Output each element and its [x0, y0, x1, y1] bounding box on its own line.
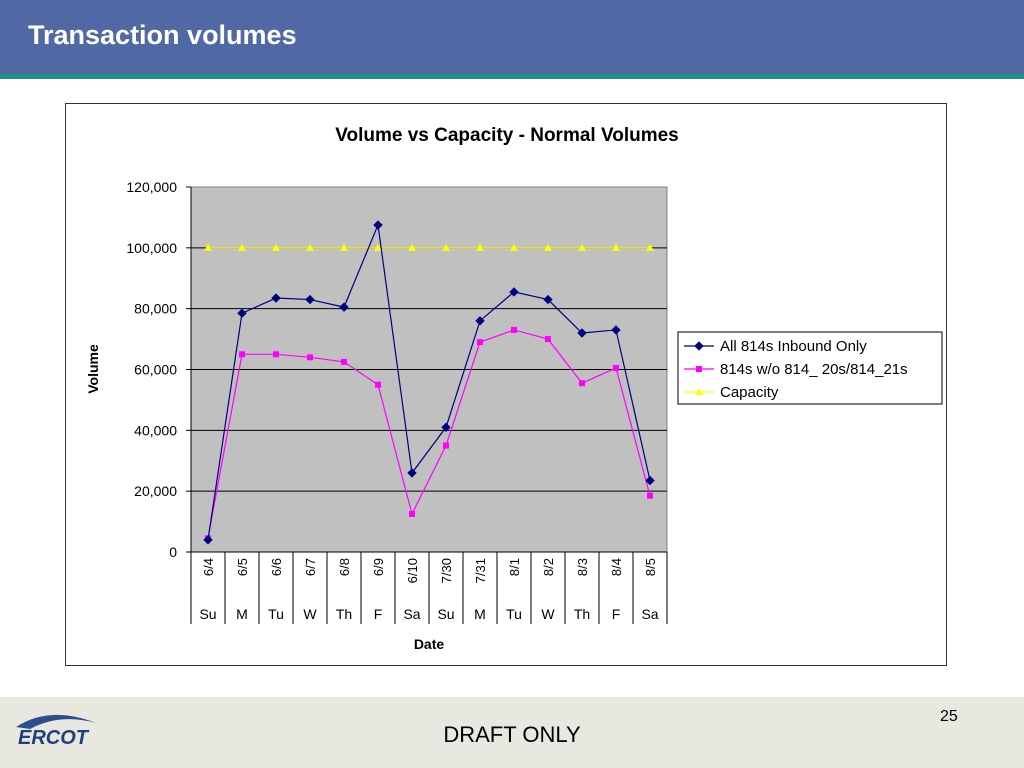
data-point: [646, 243, 654, 251]
x-day-label: Tu: [268, 606, 284, 622]
y-axis-title: Volume: [85, 344, 101, 394]
series-line: [207, 222, 651, 540]
legend-marker: [696, 366, 702, 372]
data-point: [647, 492, 653, 499]
y-tick-label: 60,000: [134, 362, 177, 378]
data-point: [476, 243, 484, 251]
x-tick-label: 6/7: [303, 558, 318, 576]
data-point: [237, 308, 247, 318]
y-tick-label: 0: [169, 544, 177, 560]
legend: [677, 331, 943, 405]
x-day-label: F: [612, 606, 621, 622]
x-day-label: Su: [437, 606, 454, 622]
x-tick-label: 8/4: [609, 558, 624, 576]
x-day-label: F: [374, 606, 383, 622]
data-point: [204, 243, 212, 251]
x-axis-title: Date: [414, 636, 445, 652]
x-tick-label: 8/2: [541, 558, 556, 576]
data-point: [375, 381, 381, 388]
data-point: [339, 302, 349, 312]
x-tick-label: 6/4: [201, 558, 216, 576]
data-point: [408, 243, 416, 251]
page-number: 25: [940, 708, 958, 725]
x-day-label: Tu: [506, 606, 522, 622]
data-point: [612, 243, 620, 251]
data-point: [373, 220, 383, 230]
x-day-label: Th: [574, 606, 590, 622]
chart-frame: Volume vs Capacity - Normal Volumes 0 20,0…: [65, 103, 947, 666]
data-point: [374, 243, 382, 251]
x-day-label: Th: [336, 606, 352, 622]
data-point: [238, 243, 246, 251]
data-point: [475, 316, 485, 326]
data-point: [239, 351, 245, 358]
series-line: [207, 329, 651, 539]
x-tick-label: 8/1: [507, 558, 522, 576]
legend-label: 814s w/o 814_ 20s/814_21s: [720, 361, 908, 378]
x-tick-label: 6/6: [269, 558, 284, 576]
x-day-label: Sa: [641, 606, 658, 622]
logo-swoosh-icon: [16, 714, 96, 729]
x-day-label: Sa: [403, 606, 420, 622]
data-point: [203, 535, 213, 545]
y-tick-label: 80,000: [134, 301, 177, 317]
data-point: [409, 510, 415, 517]
x-tick-label: 8/5: [643, 558, 658, 576]
ercot-logo: ERCOT: [10, 707, 110, 762]
title-bar-rule: [0, 74, 1024, 79]
data-point: [545, 336, 551, 343]
data-point: [510, 243, 518, 251]
data-point: [543, 294, 553, 305]
data-point: [613, 364, 619, 371]
x-tick-label: 7/30: [439, 558, 454, 583]
data-point: [441, 422, 451, 432]
x-day-label: M: [474, 606, 486, 622]
data-point: [307, 354, 313, 361]
x-tick-label: 6/5: [235, 558, 250, 576]
data-point: [341, 358, 347, 365]
logo-text: ERCOT: [18, 727, 90, 749]
data-point: [477, 339, 483, 346]
x-tick-label: 6/10: [405, 558, 420, 583]
data-point: [645, 475, 655, 486]
data-point: [578, 243, 586, 251]
legend-marker: [695, 388, 703, 395]
legend-marker: [694, 341, 704, 351]
draft-label: DRAFT ONLY: [443, 722, 581, 747]
legend-label: All 814s Inbound Only: [720, 338, 867, 355]
data-point: [271, 293, 281, 303]
x-tick-label: 6/8: [337, 558, 352, 576]
legend-label: Capacity: [720, 384, 779, 401]
data-point: [305, 294, 315, 305]
data-point: [442, 243, 450, 251]
x-tick-label: 8/3: [575, 558, 590, 576]
data-point: [273, 351, 279, 358]
data-point: [272, 243, 280, 251]
y-tick-label: 40,000: [134, 422, 177, 438]
x-tick-label: 6/9: [371, 558, 386, 576]
y-tick-label: 20,000: [134, 483, 177, 499]
data-point: [407, 468, 417, 478]
chart-title: Volume vs Capacity - Normal Volumes: [335, 125, 679, 146]
x-tick-label: 7/31: [473, 558, 488, 583]
x-day-label: Su: [199, 606, 216, 622]
x-day-label: M: [236, 606, 248, 622]
line-chart: Volume vs Capacity - Normal Volumes 0 20,0…: [85, 125, 943, 652]
data-point: [306, 243, 314, 251]
slide-title: Transaction volumes: [28, 20, 297, 50]
data-point: [443, 442, 449, 449]
data-point: [511, 326, 517, 333]
x-day-label: W: [541, 606, 555, 622]
y-tick-label: 100,000: [126, 240, 177, 256]
data-point: [611, 325, 621, 335]
y-tick-label: 120,000: [126, 179, 177, 195]
data-point: [577, 328, 587, 338]
footer-bar: [0, 697, 1024, 768]
data-point: [340, 243, 348, 251]
data-point: [509, 287, 519, 297]
data-point: [579, 380, 585, 387]
data-point: [544, 243, 552, 251]
x-day-label: W: [303, 606, 317, 622]
title-bar: [0, 0, 1024, 74]
